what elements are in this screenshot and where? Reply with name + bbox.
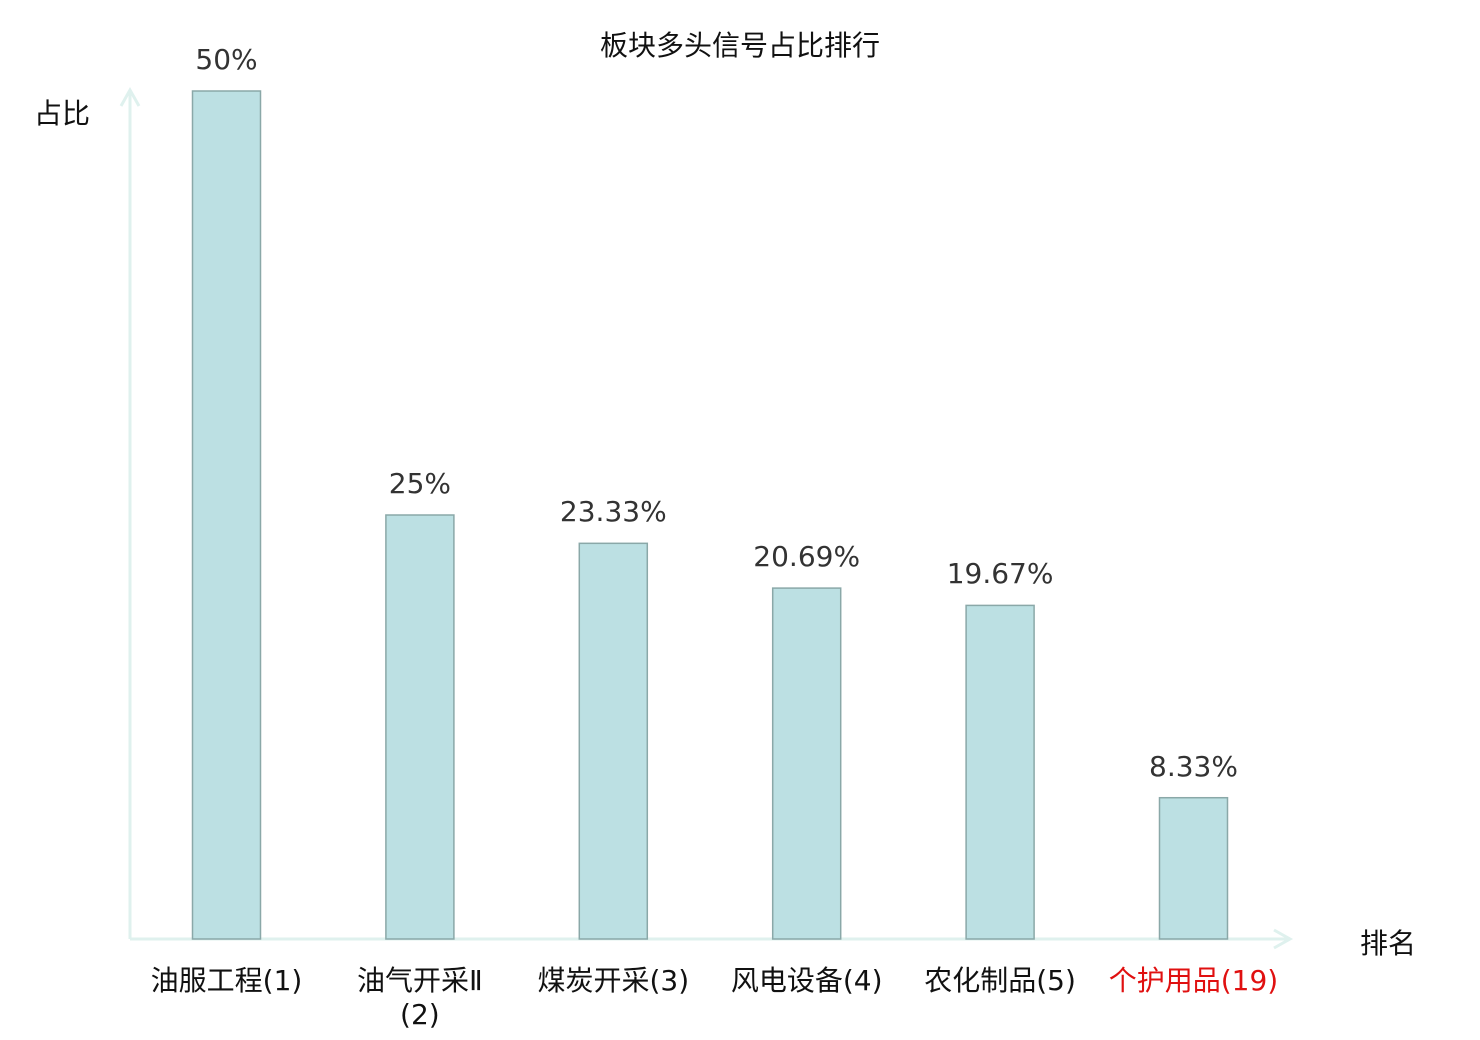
bar: [1158, 796, 1229, 940]
x-axis-arrow: [1273, 928, 1294, 950]
x-tick-label: 油服工程(1): [150, 964, 303, 997]
data-label: 19.67%: [946, 557, 1054, 591]
y-axis-label: 占比: [34, 97, 91, 130]
x-tick-label: 风电设备(4): [730, 964, 883, 997]
axes: [119, 86, 1294, 950]
x-tick-label: 农化制品(5): [924, 964, 1076, 997]
bar: [578, 542, 649, 940]
x-tick-label: 个护用品(19): [1108, 964, 1279, 997]
data-label: 50%: [195, 43, 258, 76]
data-label: 8.33%: [1149, 749, 1238, 783]
bar: [385, 514, 455, 940]
x-tick-label: 油气开采Ⅱ(2): [356, 964, 483, 1031]
y-axis-arrow: [119, 86, 141, 107]
bar: [965, 604, 1035, 940]
bars: [191, 90, 1229, 940]
data-label: 20.69%: [753, 540, 861, 574]
bar: [191, 90, 262, 940]
x-axis-label: 排名: [1360, 927, 1417, 960]
data-label: 25%: [388, 467, 452, 500]
data-label: 23.33%: [559, 495, 667, 529]
chart-title: 板块多头信号占比排行: [599, 29, 880, 62]
bar: [771, 587, 842, 940]
x-tick-label: 煤炭开采(3): [537, 964, 690, 997]
